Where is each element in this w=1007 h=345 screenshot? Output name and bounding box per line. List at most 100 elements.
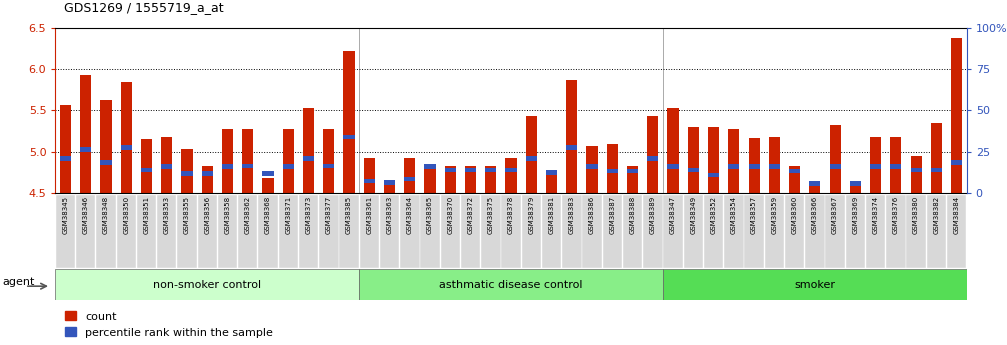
- FancyBboxPatch shape: [420, 195, 440, 268]
- Bar: [930, 123, 942, 193]
- Text: GSM38378: GSM38378: [509, 196, 514, 235]
- Text: GSM38351: GSM38351: [144, 196, 149, 234]
- FancyBboxPatch shape: [319, 195, 338, 268]
- Text: GSM38366: GSM38366: [812, 196, 818, 235]
- FancyBboxPatch shape: [380, 195, 399, 268]
- Bar: [870, 165, 881, 169]
- Bar: [384, 180, 395, 185]
- Text: GSM38365: GSM38365: [427, 196, 433, 234]
- Bar: [81, 147, 92, 151]
- Text: GSM38363: GSM38363: [387, 196, 393, 235]
- Bar: [688, 168, 699, 172]
- Bar: [121, 145, 132, 150]
- Text: GSM38376: GSM38376: [893, 196, 899, 235]
- Text: GSM38373: GSM38373: [305, 196, 311, 235]
- Text: GSM38356: GSM38356: [204, 196, 210, 234]
- Bar: [485, 166, 496, 193]
- FancyBboxPatch shape: [684, 195, 703, 268]
- Bar: [425, 165, 436, 169]
- Bar: [141, 139, 152, 193]
- Bar: [668, 108, 679, 193]
- Bar: [748, 165, 759, 169]
- Text: GSM38387: GSM38387: [609, 196, 615, 235]
- Bar: [141, 168, 152, 172]
- FancyBboxPatch shape: [501, 195, 521, 268]
- Bar: [263, 171, 274, 176]
- FancyBboxPatch shape: [846, 195, 865, 268]
- Text: GSM38361: GSM38361: [367, 196, 373, 235]
- FancyBboxPatch shape: [906, 195, 925, 268]
- Text: GSM38369: GSM38369: [852, 196, 858, 235]
- FancyBboxPatch shape: [218, 195, 238, 268]
- Bar: [323, 164, 334, 168]
- Bar: [60, 156, 71, 161]
- FancyBboxPatch shape: [359, 195, 379, 268]
- Bar: [425, 166, 436, 193]
- Bar: [910, 156, 921, 193]
- FancyBboxPatch shape: [926, 195, 946, 268]
- Text: GSM38350: GSM38350: [123, 196, 129, 234]
- Bar: [810, 181, 821, 186]
- Text: GSM38349: GSM38349: [691, 196, 696, 234]
- FancyBboxPatch shape: [664, 195, 683, 268]
- FancyBboxPatch shape: [582, 195, 602, 268]
- Text: GSM38355: GSM38355: [184, 196, 190, 234]
- Text: GSM38381: GSM38381: [549, 196, 555, 235]
- Bar: [465, 168, 476, 172]
- Bar: [121, 82, 132, 193]
- Text: GSM38348: GSM38348: [103, 196, 109, 234]
- Bar: [526, 156, 537, 161]
- Bar: [359, 269, 663, 300]
- Bar: [243, 129, 254, 193]
- Text: GSM38358: GSM38358: [225, 196, 231, 234]
- Bar: [364, 178, 375, 183]
- Text: GSM38374: GSM38374: [873, 196, 878, 234]
- Bar: [586, 146, 597, 193]
- Text: GDS1269 / 1555719_a_at: GDS1269 / 1555719_a_at: [64, 1, 225, 14]
- Bar: [364, 158, 375, 193]
- FancyBboxPatch shape: [481, 195, 500, 268]
- Bar: [445, 168, 456, 172]
- FancyBboxPatch shape: [259, 195, 278, 268]
- Bar: [789, 166, 801, 193]
- Bar: [607, 144, 618, 193]
- FancyBboxPatch shape: [704, 195, 723, 268]
- Text: GSM38345: GSM38345: [62, 196, 68, 234]
- Bar: [566, 80, 577, 193]
- FancyBboxPatch shape: [542, 195, 561, 268]
- Bar: [303, 108, 314, 193]
- Bar: [343, 51, 354, 193]
- Text: GSM38386: GSM38386: [589, 196, 595, 235]
- Bar: [648, 156, 659, 161]
- Bar: [910, 168, 921, 172]
- Bar: [506, 168, 517, 172]
- Text: GSM38357: GSM38357: [751, 196, 757, 234]
- Bar: [243, 164, 254, 168]
- FancyBboxPatch shape: [724, 195, 743, 268]
- Legend: count, percentile rank within the sample: count, percentile rank within the sample: [61, 307, 278, 342]
- Bar: [663, 269, 967, 300]
- Text: GSM38382: GSM38382: [933, 196, 940, 234]
- Bar: [688, 127, 699, 193]
- Bar: [445, 166, 456, 193]
- Text: GSM38383: GSM38383: [569, 196, 575, 235]
- Bar: [870, 137, 881, 193]
- Bar: [648, 116, 659, 193]
- Bar: [850, 181, 861, 186]
- FancyBboxPatch shape: [643, 195, 663, 268]
- Bar: [404, 177, 415, 181]
- Text: agent: agent: [3, 277, 35, 286]
- Bar: [728, 129, 739, 193]
- Bar: [708, 127, 719, 193]
- FancyBboxPatch shape: [784, 195, 805, 268]
- Bar: [161, 165, 172, 169]
- Text: GSM38362: GSM38362: [245, 196, 251, 234]
- FancyBboxPatch shape: [562, 195, 581, 268]
- Bar: [607, 169, 618, 173]
- Bar: [303, 156, 314, 161]
- Text: GSM38354: GSM38354: [731, 196, 737, 234]
- FancyBboxPatch shape: [77, 195, 96, 268]
- Bar: [951, 38, 962, 193]
- FancyBboxPatch shape: [522, 195, 541, 268]
- Text: GSM38364: GSM38364: [407, 196, 413, 234]
